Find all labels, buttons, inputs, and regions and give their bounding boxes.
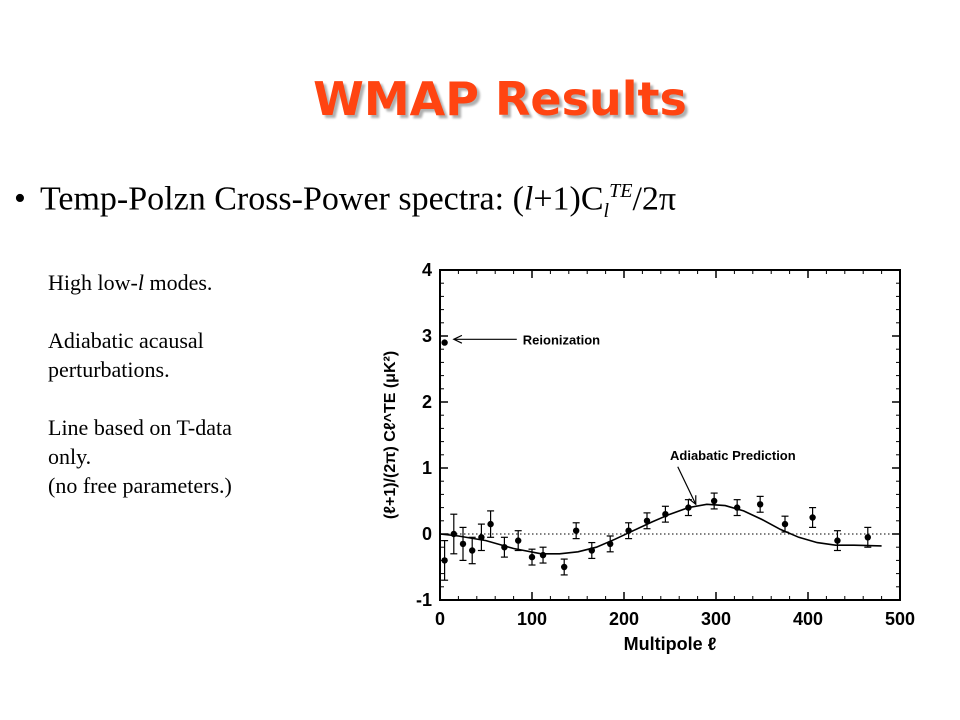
data-point (515, 537, 522, 544)
data-point (781, 520, 789, 528)
note-adiabatic: Adiabatic acausal (48, 328, 204, 353)
data-point (662, 511, 669, 518)
bullet-suffix: /2π (632, 180, 677, 218)
data-point (528, 553, 536, 561)
note-line-based: Line based on T-data (48, 415, 232, 440)
bullet-prefix: Temp-Polzn Cross-Power spectra: ( (40, 180, 524, 218)
annotation-arrow-head (452, 334, 463, 344)
bullet-subscript: l (603, 200, 610, 223)
y-tick-label: 0 (422, 524, 432, 544)
y-tick-label: 3 (422, 326, 432, 346)
data-point (864, 534, 871, 541)
data-point (487, 520, 494, 528)
note-only: only. (48, 444, 92, 469)
data-point (539, 551, 547, 559)
reionization-label: Reionization (523, 332, 600, 347)
data-point (469, 547, 476, 554)
plot-frame (439, 269, 901, 601)
data-point (643, 517, 651, 524)
x-axis-label: Multipole ℓ (624, 634, 717, 654)
data-point (685, 504, 692, 511)
y-tick-label: 1 (422, 458, 432, 478)
data-point (834, 537, 841, 544)
data-point (809, 514, 816, 521)
x-tick-label: 300 (701, 609, 731, 629)
data-point (561, 563, 568, 571)
annotation-arrow-head (688, 495, 697, 506)
note-high-low-l: High low-l modes. (48, 270, 213, 295)
bullet-l: l (523, 180, 534, 218)
y-tick-label: -1 (416, 590, 432, 610)
data-point (607, 540, 614, 548)
data-point (756, 501, 764, 508)
bullet-mid: +1)C (533, 180, 604, 218)
note-no-free-params: (no free parameters.) (48, 473, 232, 498)
bullet-superscript: TE (609, 180, 633, 202)
y-tick-label: 4 (422, 260, 432, 280)
y-axis-label: (ℓ+1)/(2π) Cℓ^TE (μK²) (382, 351, 399, 519)
note-perturbations: perturbations. (48, 357, 170, 382)
x-tick-label: 0 (435, 609, 445, 629)
data-point (459, 540, 467, 548)
adiabatic-prediction-label: Adiabatic Prediction (670, 448, 796, 463)
x-tick-label: 400 (793, 609, 823, 629)
data-point (572, 527, 580, 534)
y-tick-label: 2 (422, 392, 432, 412)
data-point (441, 557, 448, 564)
data-point (588, 547, 595, 554)
data-point (478, 534, 485, 541)
data-point (710, 497, 718, 505)
x-tick-label: 500 (885, 609, 915, 629)
annotation-arrow-shaft (677, 466, 697, 505)
data-point (501, 544, 508, 551)
data-point (625, 527, 632, 534)
x-tick-label: 100 (517, 609, 547, 629)
data-point (733, 504, 741, 511)
side-notes: High low-l modes. Adiabatic acausal pert… (48, 268, 338, 500)
bullet-point: • Temp-Polzn Cross-Power spectra: (l+1)Cl… (14, 180, 676, 223)
data-point-reionization (441, 339, 448, 346)
bullet-marker: • (14, 180, 26, 218)
x-tick-label: 200 (609, 609, 639, 629)
slide-title: WMAP Results (313, 72, 687, 126)
data-point (450, 530, 457, 538)
